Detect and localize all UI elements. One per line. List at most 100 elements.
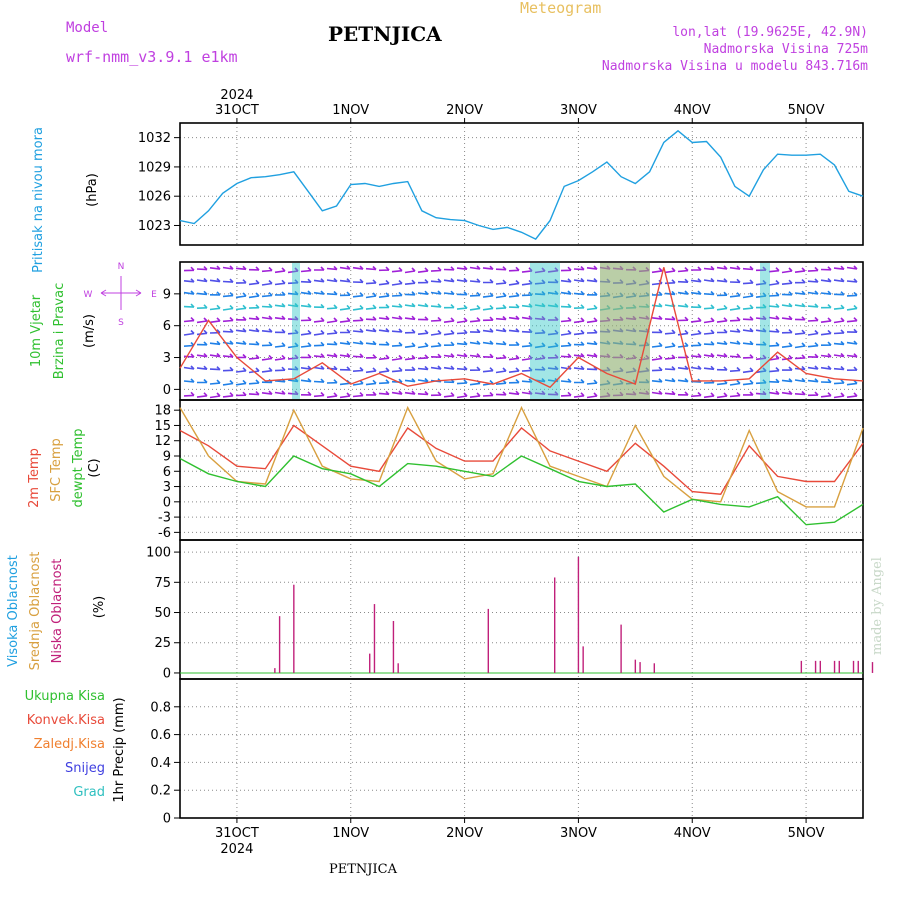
model-name: wrf-nmm_v3.9.1 e1km — [66, 48, 238, 66]
compass-letter: S — [118, 318, 124, 328]
y-tick-label: 15 — [154, 419, 171, 434]
wind-axis-title: 10m Vjetar — [29, 294, 44, 367]
wind-arrow-row — [183, 265, 858, 274]
cloud-unit-label: (%) — [92, 596, 107, 619]
y-tick-label: 100 — [146, 546, 171, 561]
wind-axis-subtitle: Brzina i Pravac — [52, 283, 67, 380]
x-tick-label-bottom: 5NOV — [788, 826, 825, 841]
wind-gust-band — [760, 263, 770, 399]
wind-strong-band — [600, 263, 650, 399]
y-tick-label: 1026 — [138, 190, 171, 205]
precip-legend-label: Ukupna Kisa — [25, 689, 105, 704]
y-tick-label: 0 — [163, 812, 171, 827]
low-cloud-title: Niska Oblacnost — [50, 559, 65, 664]
compass-letter: E — [151, 290, 157, 300]
wind-unit-label: (m/s) — [82, 314, 97, 348]
temp-unit-label: (C) — [87, 458, 102, 477]
series-line-temperature-1 — [179, 405, 864, 508]
y-tick-label: -6 — [158, 526, 171, 541]
y-tick-label: 6 — [163, 319, 171, 334]
y-tick-label: 25 — [154, 636, 171, 651]
x-tick-label-top: 5NOV — [788, 103, 825, 118]
station-title: PETNJICA — [328, 22, 442, 46]
y-tick-label: 18 — [154, 404, 171, 419]
pressure-unit-label: (hPa) — [85, 173, 100, 207]
temp-axis-title: 2m Temp — [27, 448, 42, 508]
x-tick-label-top: 1NOV — [332, 103, 369, 118]
precip-legend-label: Snijeg — [65, 761, 105, 776]
x-tick-label-top: 3NOV — [560, 103, 597, 118]
panel-frame-pressure — [179, 122, 864, 246]
footer-station: PETNJICA — [329, 862, 397, 877]
model-label: Model — [66, 20, 109, 36]
compass-rose: N W E S — [84, 262, 158, 328]
y-tick-label: 3 — [163, 351, 171, 366]
y-tick-label: 0 — [163, 666, 171, 681]
wind-arrow-row — [183, 277, 858, 286]
wind-arrow-row — [183, 340, 858, 349]
sfc-axis-title: SFC Temp — [49, 438, 64, 502]
wind-gust-band — [600, 263, 650, 399]
x-tick-label-bottom: 4NOV — [674, 826, 711, 841]
x-tick-label-top: 2NOV — [446, 103, 483, 118]
wind-arrow-row — [183, 290, 858, 299]
y-tick-label: 75 — [154, 576, 171, 591]
series-line-pressure-0 — [179, 129, 864, 240]
pressure-axis-title: Pritisak na nivou mora — [31, 127, 46, 273]
x-tick-label-bottom: 1NOV — [332, 826, 369, 841]
y-tick-label: 12 — [154, 434, 171, 449]
wind-gust-band — [292, 263, 300, 399]
wind-arrow-row — [183, 315, 858, 324]
series-line-temperature-0 — [179, 424, 864, 495]
wind-arrow-row — [183, 390, 858, 399]
x-tick-label-top: 4NOV — [674, 103, 711, 118]
y-tick-label: 0.4 — [150, 756, 171, 771]
panel-frame-precipitation — [179, 678, 864, 819]
x-year-label-top: 2024 — [220, 88, 253, 103]
precip-legend-label: Konvek.Kisa — [27, 713, 105, 728]
x-tick-label-top: 31OCT — [215, 103, 259, 118]
y-tick-label: 9 — [163, 450, 171, 465]
panel-frame-temperature — [179, 399, 864, 541]
compass-letter: N — [118, 262, 125, 272]
high-cloud-title: Visoka Oblacnost — [6, 555, 21, 667]
y-tick-label: 1023 — [138, 219, 171, 234]
y-tick-label: 0.2 — [150, 784, 171, 799]
compass-letter: W — [84, 290, 93, 300]
y-tick-label: 0 — [163, 383, 171, 398]
y-tick-label: 3 — [163, 480, 171, 495]
y-tick-label: 9 — [163, 287, 171, 302]
dewpt-axis-title: dewpt Temp — [71, 428, 86, 507]
wind-arrow-row — [183, 365, 858, 374]
panel-frame-cloud — [179, 539, 864, 680]
x-year-label-bottom: 2024 — [220, 842, 253, 857]
wind-arrow-field — [183, 263, 858, 399]
y-tick-label: 1029 — [138, 160, 171, 175]
series-line-wind-0 — [179, 267, 864, 389]
precip-axis-title: 1hr Precip (mm) — [112, 697, 127, 802]
y-tick-label: 6 — [163, 465, 171, 480]
y-tick-label: 0.6 — [150, 728, 171, 743]
meteogram-title: Meteogram — [520, 0, 602, 17]
altitude-label: Nadmorska Visina 725m — [703, 42, 868, 57]
x-tick-label-bottom: 2NOV — [446, 826, 483, 841]
precip-legend-label: Grad — [73, 785, 105, 800]
lonlat-label: lon,lat (19.9625E, 42.9N) — [672, 25, 868, 40]
precip-legend-label: Zaledj.Kisa — [34, 737, 105, 752]
wind-arrow-row — [183, 352, 858, 361]
x-tick-label-bottom: 31OCT — [215, 826, 259, 841]
model-altitude-label: Nadmorska Visina u modelu 843.716m — [601, 59, 868, 74]
wind-arrow-row — [183, 302, 858, 311]
y-tick-label: 1032 — [138, 131, 171, 146]
x-tick-label-bottom: 3NOV — [560, 826, 597, 841]
y-tick-label: -3 — [158, 511, 171, 526]
wind-arrow-row — [183, 327, 858, 336]
series-line-temperature-2 — [179, 455, 864, 526]
y-tick-label: 0 — [163, 495, 171, 510]
mid-cloud-title: Srednja Oblacnost — [28, 552, 43, 671]
wind-gust-band — [530, 263, 560, 399]
compass-arrows — [100, 276, 142, 310]
y-tick-label: 50 — [154, 606, 171, 621]
